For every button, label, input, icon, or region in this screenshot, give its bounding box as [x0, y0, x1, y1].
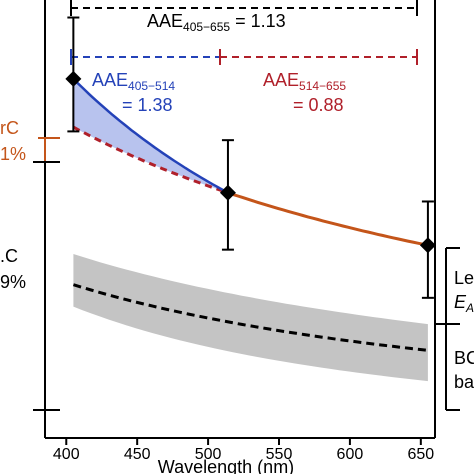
right-bc-text: BC	[454, 348, 474, 368]
brc-absorption-fill	[73, 78, 228, 193]
right-len-text: Le	[454, 268, 474, 288]
left-bc-text: .C	[0, 246, 18, 266]
data-point-405	[65, 70, 82, 87]
aae-full-bracket	[70, 0, 418, 16]
red-extrapolation-line	[72, 125, 229, 195]
x-tick-group: 400 450 500 550 600 650	[53, 438, 434, 463]
right-e-text: EA	[454, 292, 474, 315]
left-brc-text: rC	[0, 118, 19, 138]
left-bc-bracket	[33, 161, 60, 411]
x-tick-label-400: 400	[53, 446, 80, 463]
x-tick-label-650: 650	[407, 446, 434, 463]
x-tick-label-550: 550	[266, 446, 293, 463]
aae-blue-bracket	[70, 49, 220, 65]
left-bc-pct: 9%	[0, 272, 26, 292]
aae-red-value: = 0.88	[293, 95, 344, 115]
plot-area	[65, 16, 436, 382]
x-tick-label-500: 500	[195, 446, 222, 463]
left-brc-pct: 1%	[0, 144, 26, 164]
data-point-655	[419, 237, 436, 254]
x-axis-label: Wavelength (nm)	[158, 457, 294, 474]
bc-baseline-line	[72, 283, 429, 352]
x-tick-label-450: 450	[124, 446, 151, 463]
aae-full-annotation: AAE405−655 = 1.13	[147, 11, 286, 34]
blue-fit-line	[72, 77, 229, 194]
aae-red-label: AAE514−655	[263, 70, 346, 93]
orange-fit-line	[227, 191, 429, 247]
aae-blue-label: AAE405−514	[92, 70, 175, 93]
aae-blue-value: = 1.38	[122, 95, 173, 115]
aae-red-bracket	[219, 49, 418, 65]
right-bracket	[436, 247, 460, 411]
left-brc-bracket	[38, 137, 60, 162]
bc-uncertainty-band	[73, 254, 428, 382]
x-tick-label-600: 600	[337, 446, 364, 463]
data-point-514	[219, 184, 236, 201]
right-ba-text: ba	[454, 372, 474, 392]
